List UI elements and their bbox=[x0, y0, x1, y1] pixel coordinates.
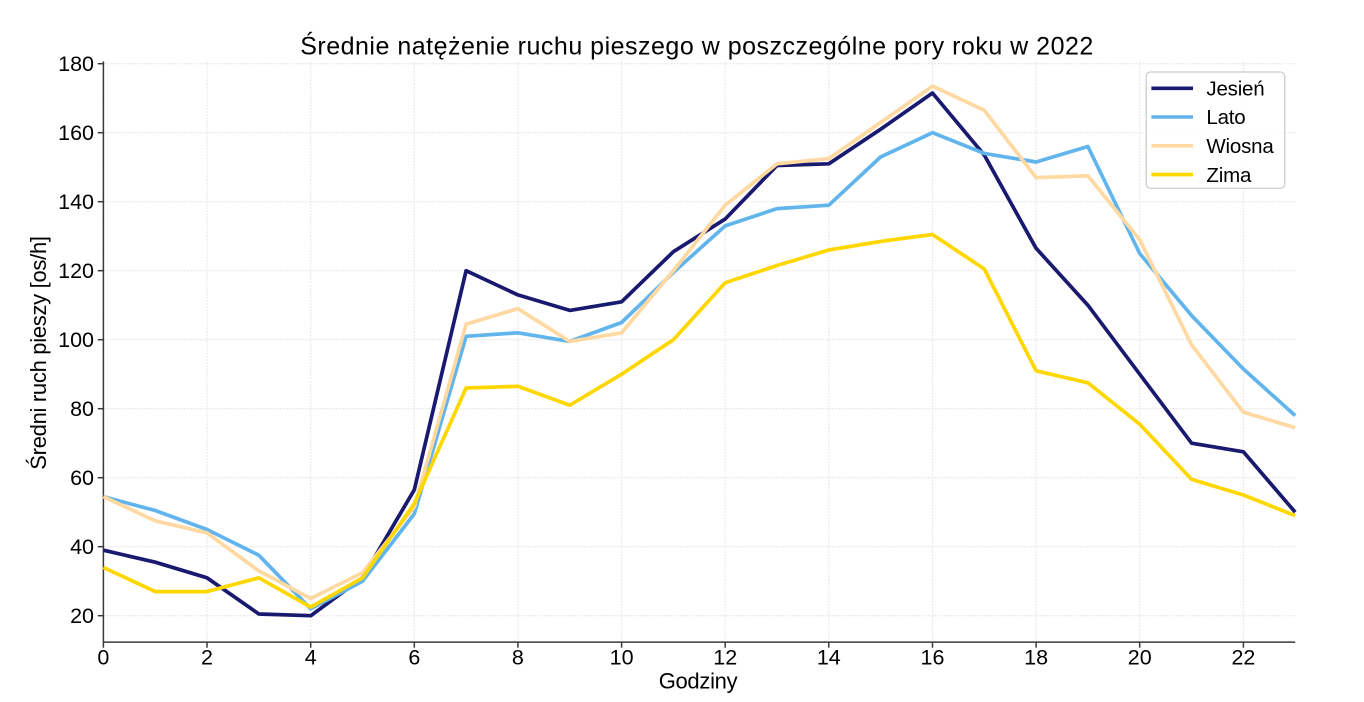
svg-text:22: 22 bbox=[1231, 646, 1255, 670]
svg-text:6: 6 bbox=[408, 646, 420, 670]
svg-text:20: 20 bbox=[70, 604, 94, 628]
svg-text:80: 80 bbox=[70, 397, 94, 421]
svg-text:Godziny: Godziny bbox=[659, 668, 738, 693]
svg-text:40: 40 bbox=[70, 535, 94, 559]
svg-text:20: 20 bbox=[1128, 646, 1152, 670]
svg-text:Jesień: Jesień bbox=[1206, 78, 1264, 101]
svg-text:16: 16 bbox=[921, 646, 945, 670]
svg-text:18: 18 bbox=[1024, 646, 1048, 670]
svg-text:12: 12 bbox=[713, 646, 737, 670]
svg-text:4: 4 bbox=[305, 646, 317, 670]
svg-text:120: 120 bbox=[58, 259, 94, 283]
svg-text:140: 140 bbox=[58, 190, 94, 214]
svg-text:Zima: Zima bbox=[1206, 164, 1252, 187]
svg-text:14: 14 bbox=[817, 646, 841, 670]
svg-text:2: 2 bbox=[201, 646, 213, 670]
svg-text:60: 60 bbox=[70, 466, 94, 490]
svg-text:0: 0 bbox=[97, 646, 109, 670]
svg-text:8: 8 bbox=[512, 646, 524, 670]
svg-text:180: 180 bbox=[58, 52, 94, 76]
svg-text:160: 160 bbox=[58, 121, 94, 145]
svg-text:Średni ruch pieszy [os/h]: Średni ruch pieszy [os/h] bbox=[26, 236, 51, 469]
svg-text:10: 10 bbox=[610, 646, 634, 670]
svg-text:100: 100 bbox=[58, 328, 94, 352]
svg-text:Średnie natężenie ruchu piesze: Średnie natężenie ruchu pieszego w poszc… bbox=[300, 31, 1094, 61]
svg-text:Lato: Lato bbox=[1206, 106, 1245, 129]
svg-text:Wiosna: Wiosna bbox=[1206, 135, 1274, 158]
